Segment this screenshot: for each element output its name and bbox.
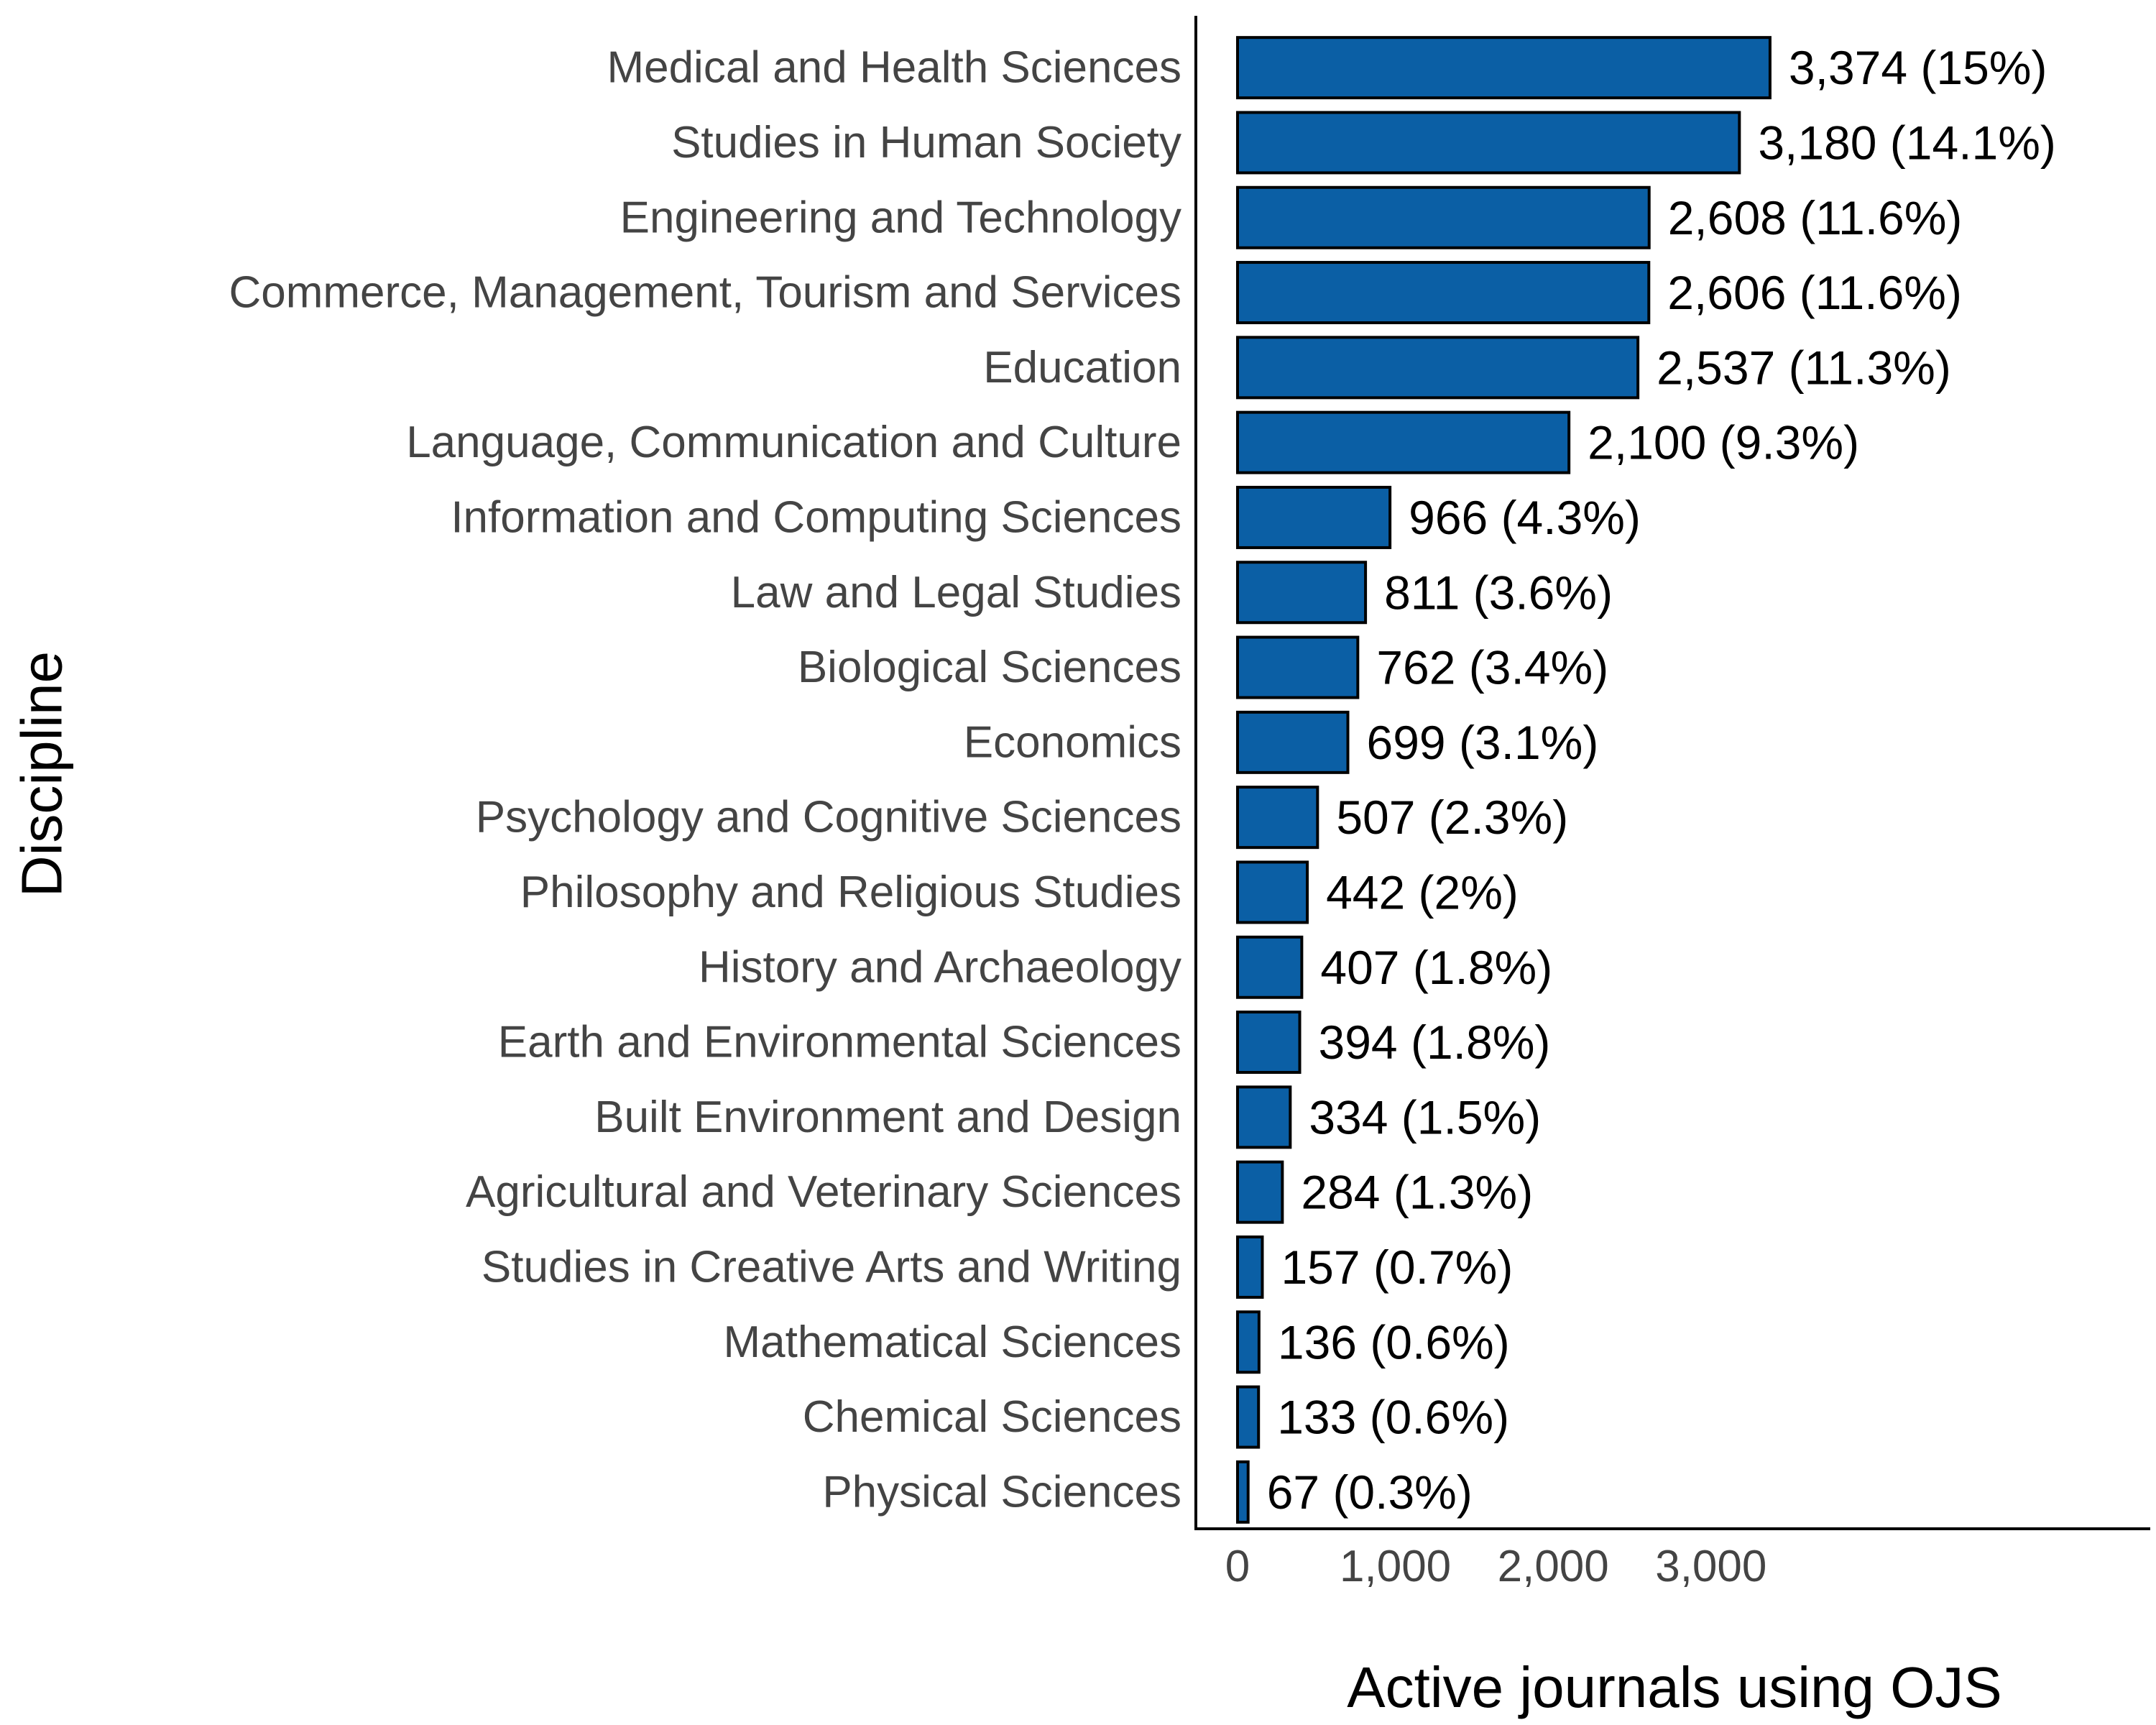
category-label: Philosophy and Religious Studies: [520, 868, 1181, 917]
category-label: Education: [983, 343, 1181, 392]
data-label: 966 (4.3%): [1409, 491, 1641, 544]
category-label: Biological Sciences: [798, 643, 1181, 692]
category-label: Medical and Health Sciences: [607, 43, 1181, 93]
x-tick-label: 2,000: [1498, 1542, 1609, 1591]
bar: [1236, 261, 1651, 325]
bar: [1236, 111, 1741, 175]
bar: [1236, 336, 1640, 400]
category-label: Commerce, Management, Tourism and Servic…: [229, 268, 1182, 318]
bar: [1236, 860, 1309, 924]
bar: [1236, 1235, 1264, 1299]
bar: [1236, 1160, 1284, 1224]
bar: [1236, 635, 1360, 699]
bar: [1236, 786, 1319, 850]
labels-layer: Medical and Health Sciences 3,374 (15%) St…: [229, 41, 2056, 1519]
category-label: Law and Legal Studies: [731, 568, 1181, 617]
bar: [1236, 185, 1651, 249]
data-label: 157 (0.7%): [1281, 1241, 1513, 1294]
data-label: 2,606 (11.6%): [1667, 266, 1962, 319]
category-label: Earth and Environmental Sciences: [498, 1018, 1181, 1067]
category-label: Language, Communication and Culture: [406, 418, 1181, 467]
bar: [1236, 1085, 1292, 1149]
bars-layer: [1236, 36, 1772, 1524]
data-label: 136 (0.6%): [1278, 1315, 1510, 1368]
data-label: 699 (3.1%): [1367, 716, 1599, 769]
data-label: 2,537 (11.3%): [1657, 341, 1951, 394]
bar: [1236, 1460, 1250, 1524]
x-tick-label: 1,000: [1340, 1542, 1451, 1591]
ticks-layer: 0 1,000 2,000 3,000: [1225, 1542, 1767, 1591]
data-label: 507 (2.3%): [1336, 791, 1568, 844]
bar: [1236, 1011, 1302, 1075]
category-label: History and Archaeology: [699, 942, 1181, 992]
x-axis-title: Active journals using OJS: [1347, 1655, 2002, 1719]
data-label: 2,100 (9.3%): [1588, 416, 1859, 469]
data-label: 2,608 (11.6%): [1668, 191, 1963, 244]
y-axis-title: Discipline: [10, 651, 74, 897]
bar: [1236, 36, 1772, 100]
bar: [1236, 1310, 1261, 1374]
bar: [1236, 561, 1368, 625]
data-label: 334 (1.5%): [1309, 1090, 1541, 1144]
category-label: Engineering and Technology: [620, 193, 1181, 242]
data-label: 3,374 (15%): [1789, 41, 2047, 94]
category-label: Chemical Sciences: [803, 1392, 1181, 1442]
category-label: Physical Sciences: [822, 1467, 1181, 1517]
bar: [1236, 410, 1571, 474]
bar: [1236, 710, 1350, 774]
x-tick-label: 0: [1225, 1542, 1250, 1591]
data-label: 133 (0.6%): [1277, 1391, 1509, 1444]
data-label: 284 (1.3%): [1301, 1166, 1533, 1219]
category-label: Mathematical Sciences: [724, 1317, 1182, 1367]
x-tick-label: 3,000: [1655, 1542, 1766, 1591]
category-label: Studies in Human Society: [671, 118, 1181, 167]
category-label: Information and Computing Sciences: [451, 492, 1181, 542]
data-label: 67 (0.3%): [1267, 1466, 1473, 1519]
category-label: Built Environment and Design: [594, 1092, 1181, 1142]
data-label: 3,180 (14.1%): [1758, 116, 2056, 169]
bar: [1236, 485, 1392, 549]
category-label: Agricultural and Veterinary Sciences: [466, 1167, 1181, 1217]
data-label: 407 (1.8%): [1320, 941, 1552, 994]
data-label: 762 (3.4%): [1376, 641, 1608, 694]
bar: [1236, 1385, 1261, 1449]
data-label: 442 (2%): [1326, 865, 1519, 919]
category-label: Economics: [964, 717, 1181, 767]
bar: [1236, 935, 1304, 999]
category-label: Studies in Creative Arts and Writing: [482, 1242, 1181, 1292]
data-label: 394 (1.8%): [1319, 1016, 1551, 1069]
category-label: Psychology and Cognitive Sciences: [476, 793, 1181, 842]
data-label: 811 (3.6%): [1384, 566, 1613, 619]
